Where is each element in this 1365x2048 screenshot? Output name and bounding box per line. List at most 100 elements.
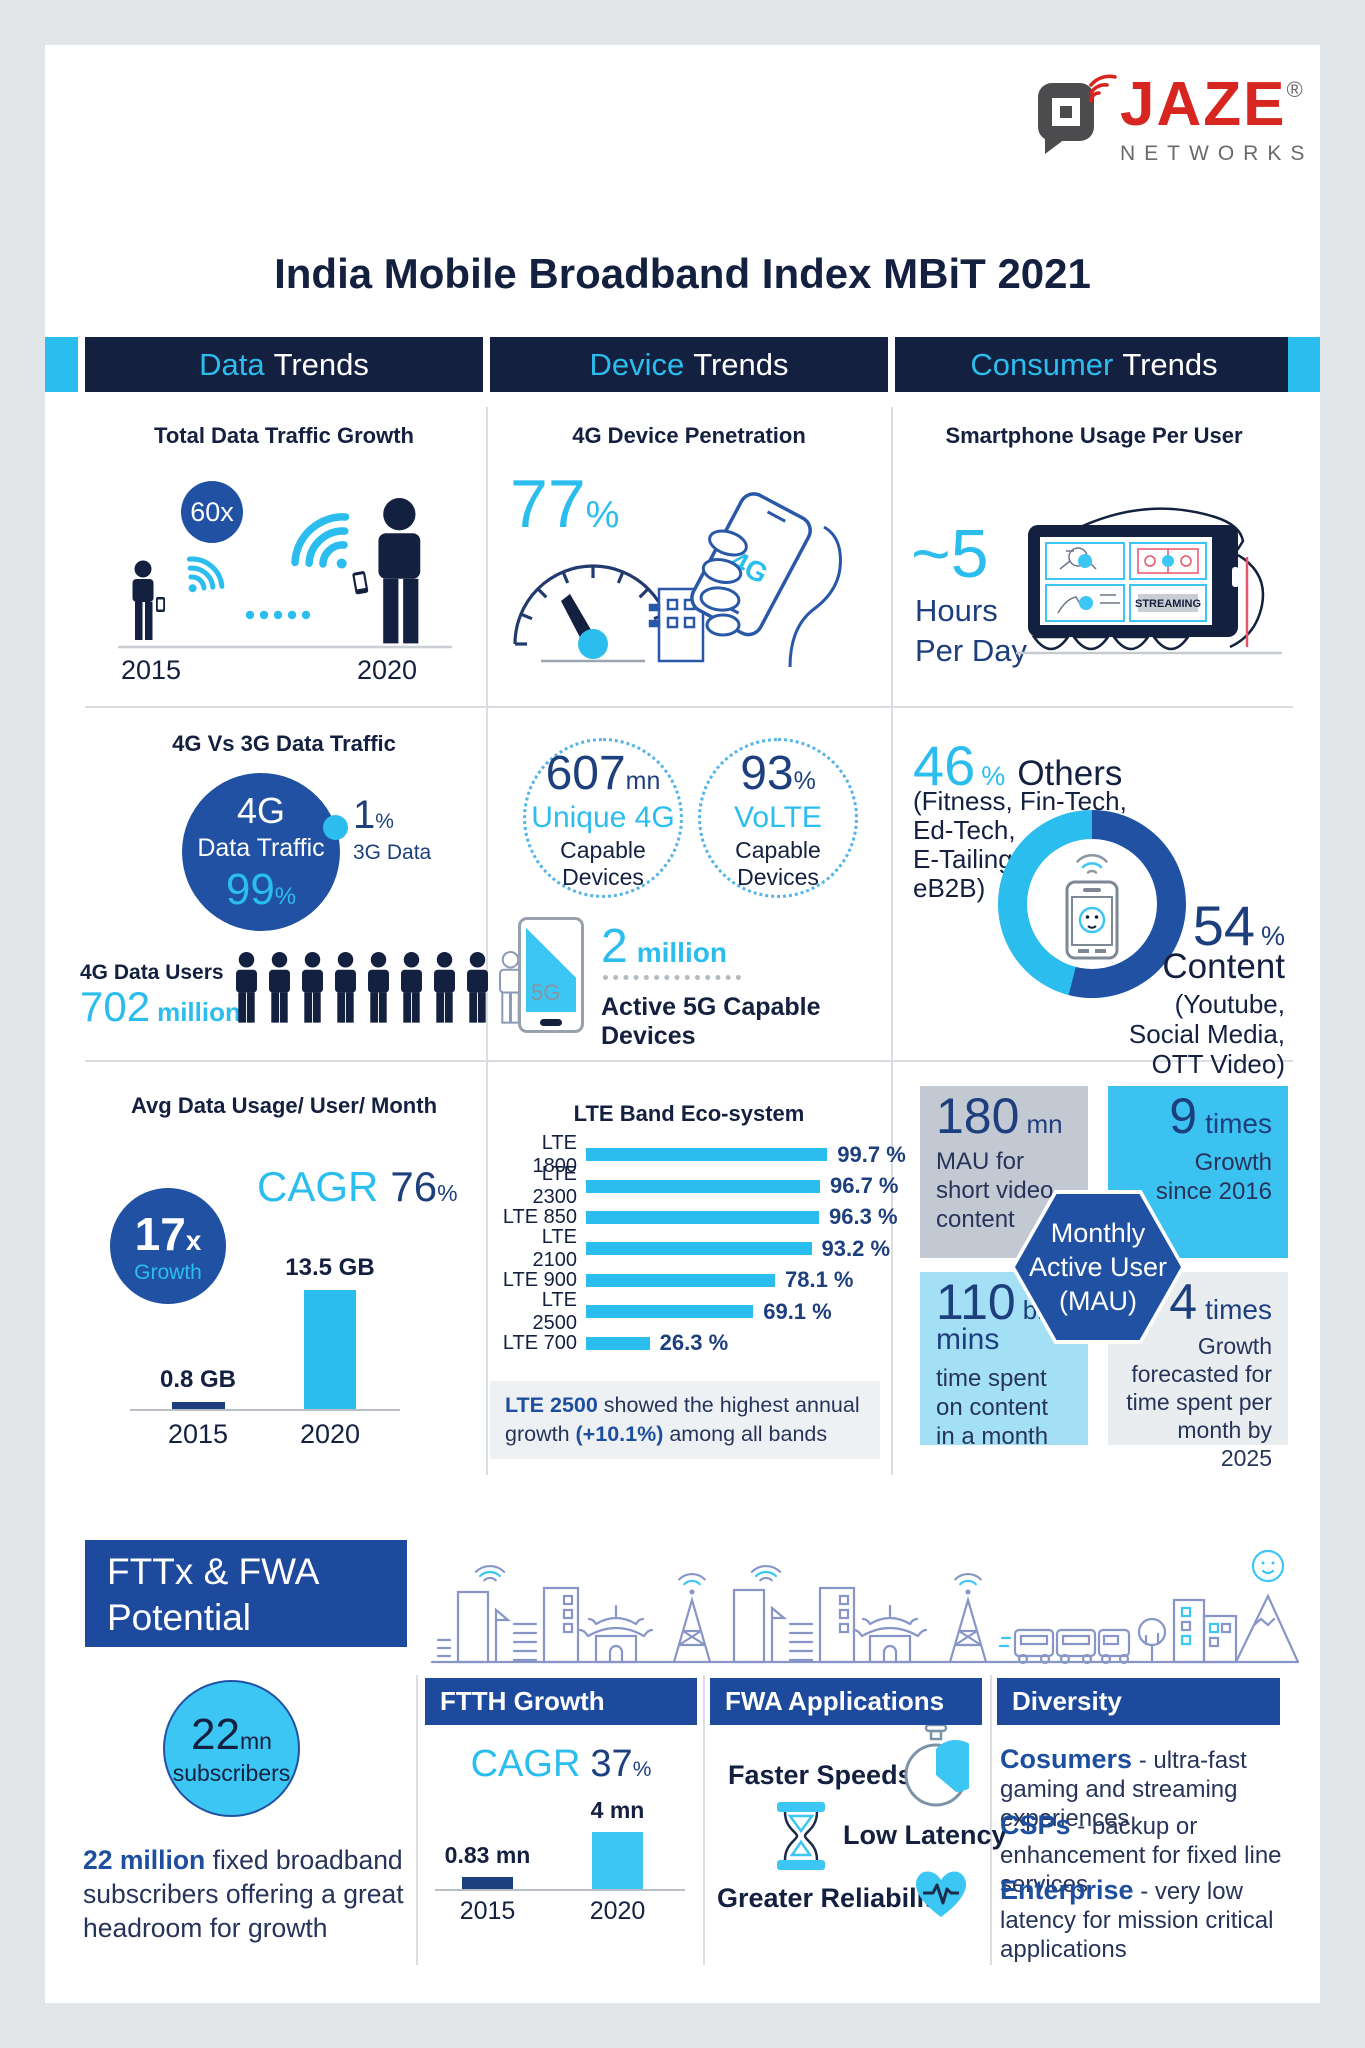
row-divider xyxy=(85,706,1293,708)
person-icon xyxy=(378,498,421,644)
heart-pulse-icon xyxy=(915,1871,967,1917)
mau-text: Growth forecasted for time spent per mon… xyxy=(1126,1333,1272,1471)
mau-unit: times xyxy=(1205,1294,1272,1325)
lte-value: 96.7 % xyxy=(830,1173,899,1199)
fwa-header: FWA Applications xyxy=(710,1678,982,1725)
wifi-icon xyxy=(291,513,350,569)
building-icon xyxy=(648,587,705,663)
growth-label: Growth xyxy=(134,1261,202,1284)
lte-value: 26.3 % xyxy=(659,1330,729,1356)
banner-line: FTTx & FWA xyxy=(107,1551,320,1592)
person-icon xyxy=(132,560,165,640)
phone-5g-icon: 5G xyxy=(518,917,584,1033)
lte-band-label: LTE 2100 xyxy=(532,1225,578,1271)
lte-chart-row: LTE 850 96.3 % xyxy=(495,1202,898,1233)
mau-value: 180 xyxy=(936,1088,1020,1144)
hex-line: Monthly xyxy=(1050,1218,1146,1248)
page-title: India Mobile Broadband Index MBiT 2021 xyxy=(274,250,1091,297)
phone-icon xyxy=(352,571,369,595)
column-divider xyxy=(486,407,488,1475)
3g-dot xyxy=(323,815,348,840)
diversity-desc: - very low latency for mission critical … xyxy=(1000,1878,1274,1963)
others-unit: % xyxy=(981,761,1006,791)
banner-line: Potential xyxy=(107,1597,251,1638)
volte-label: VoLTE xyxy=(734,800,822,834)
brand-subname: NETWORKS xyxy=(1120,142,1314,165)
section-title-smartphone: Smartphone Usage Per User xyxy=(945,423,1243,448)
subscribers-unit: mn xyxy=(240,1728,272,1754)
note-text: among all bands xyxy=(663,1422,828,1446)
infographic-card: JAZE® NETWORKS India Mobile Broadband In… xyxy=(45,45,1320,2003)
header-accent-label: Data xyxy=(199,346,265,382)
penetration-value: 77 xyxy=(510,466,586,542)
logo-bubble-icon xyxy=(1038,83,1094,154)
diversity-term: Enterprise xyxy=(1000,1875,1134,1905)
donut-phone-icon xyxy=(1065,854,1119,960)
lte-value: 93.2 % xyxy=(821,1235,891,1261)
brand-name: JAZE xyxy=(1120,70,1287,139)
unique-4g-label: Unique 4G xyxy=(531,800,675,834)
content-value: 54 xyxy=(1192,894,1255,957)
note-text: showed the highest annual growth xyxy=(505,1393,860,1446)
mau-box-forecast: 4 times Growth forecasted for time spent… xyxy=(1108,1272,1288,1471)
usage-bar-chart: 0.8 GB 13.5 GB 2015 2020 xyxy=(130,1191,400,1449)
diversity-desc: - backup or enhancement for fixed line s… xyxy=(1000,1813,1282,1898)
lte-note: LTE 2500 showed the highest annual growt… xyxy=(490,1381,880,1459)
lte-chart-row: LTE 2100 93.2 % xyxy=(495,1226,891,1271)
devices-line: Devices xyxy=(737,863,819,890)
note-bold: LTE 2500 xyxy=(505,1393,598,1417)
traffic-growth-badge: 60x xyxy=(181,481,243,543)
circle-4g-label: 4G xyxy=(236,789,286,831)
gauge-hub xyxy=(578,629,608,659)
lte-bar xyxy=(586,1336,650,1350)
content-label: Content xyxy=(1162,947,1285,986)
note-bold: (+10.1%) xyxy=(575,1422,664,1446)
sun-icon xyxy=(1251,1549,1285,1583)
circle-4g-sub: Data Traffic xyxy=(197,833,325,862)
row-divider xyxy=(85,1060,1293,1062)
mau-value: 4 xyxy=(1169,1274,1198,1330)
subscribers-paragraph: 22 million fixed broadband subscribers o… xyxy=(83,1843,413,1945)
wifi-icon xyxy=(186,556,225,593)
registered-mark: ® xyxy=(1286,77,1303,102)
usage-growth-circle: 17 x Growth xyxy=(110,1188,226,1304)
unique-4g-circle: 607 mn Unique 4G Capable Devices xyxy=(523,738,683,898)
header-right-accent xyxy=(1288,337,1320,392)
lte-value: 99.7 % xyxy=(837,1141,906,1167)
badge-value: 60x xyxy=(190,496,234,527)
lte-bar xyxy=(586,1273,775,1287)
paragraph-bold: 22 million xyxy=(83,1845,206,1875)
section-title-traffic: Total Data Traffic Growth xyxy=(154,423,414,448)
fttx-banner: FTTx & FWA Potential xyxy=(85,1540,407,1647)
ftth-bar-2020 xyxy=(592,1832,643,1889)
others-sublabel: (Fitness, Fin-Tech, Ed-Tech, E-Tailing e… xyxy=(913,786,1127,903)
5g-count-value: 2 xyxy=(601,920,628,973)
lte-bar xyxy=(586,1305,754,1319)
header-left-accent xyxy=(45,337,78,392)
lte-chart-row: LTE 900 78.1 % xyxy=(495,1265,887,1296)
speedometer-icon xyxy=(513,564,705,663)
lte-band-label: LTE 2500 xyxy=(532,1288,578,1334)
capable-line: Capable xyxy=(560,836,646,863)
diversity-item-consumers: Cosumers - ultra-fast gaming and streami… xyxy=(1000,1745,1288,1833)
person-icon xyxy=(368,951,389,1023)
ftth-bar-2015 xyxy=(462,1877,513,1889)
cagr-unit: % xyxy=(437,1180,458,1206)
column-header-data: Data Trends xyxy=(85,337,483,392)
4g-share-value: 99 xyxy=(225,864,275,914)
lte-chart: LTE 1800 99.7 % LTE 2300 96.7 % LTE 850 96.3 … xyxy=(495,1132,906,1359)
cagr-label: CAGR xyxy=(257,1163,379,1210)
person-icon xyxy=(434,951,455,1023)
5g-caption: Active 5G Capable Devices xyxy=(601,993,821,1050)
header-accent-label: Device xyxy=(589,346,685,382)
4g-share-unit: % xyxy=(274,882,297,910)
diversity-term: Cosumers xyxy=(1000,1744,1133,1774)
lte-value: 96.3 % xyxy=(829,1204,898,1230)
column-header-device: Device Trends xyxy=(490,337,888,392)
section-title-4g-vs-3g: 4G Vs 3G Data Traffic xyxy=(172,731,396,756)
ftth-header: FTTH Growth xyxy=(425,1678,697,1725)
3g-share-unit: % xyxy=(375,810,394,833)
bottom-divider xyxy=(990,1675,992,1965)
growth-x: x xyxy=(185,1225,202,1256)
person-icon xyxy=(335,951,356,1023)
